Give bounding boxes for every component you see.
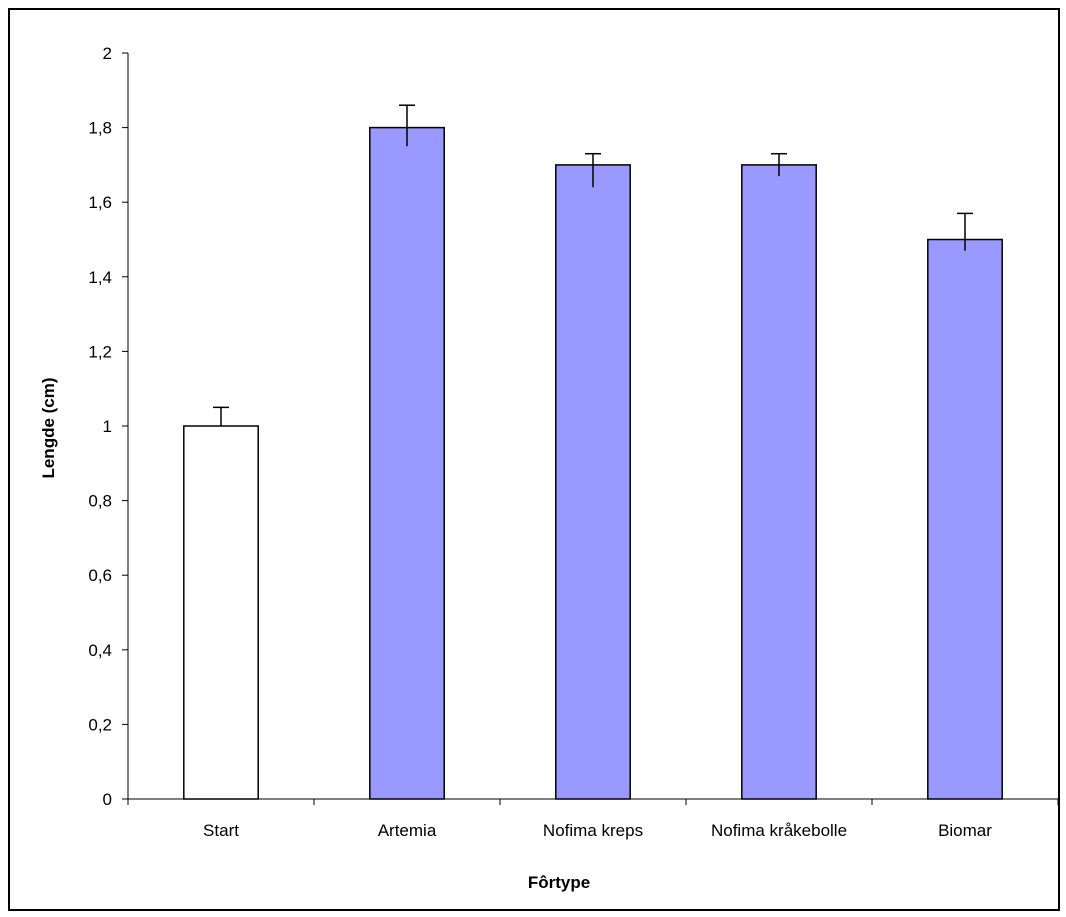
- x-tick-label: Nofima kreps: [543, 821, 643, 840]
- y-tick-label: 0,8: [88, 492, 112, 511]
- error-bar: [771, 152, 787, 177]
- x-axis-title: Fôrtype: [528, 873, 590, 892]
- bar: [369, 126, 445, 800]
- y-ticks-layer: 0 0,2 0,4 0,6 0,8 1 1,2 1,4 1,6 1,8 2: [88, 44, 128, 809]
- bar: [927, 238, 1003, 800]
- y-tick-label: 1,8: [88, 119, 112, 138]
- y-tick-label: 0: [103, 790, 112, 809]
- error-bar: [957, 212, 973, 251]
- y-tick-label: 1,4: [88, 268, 112, 287]
- y-axis-title: Lengde (cm): [39, 377, 58, 478]
- y-tick-label: 0,6: [88, 566, 112, 585]
- bars-layer: [183, 126, 1003, 800]
- y-tick-label: 2: [103, 44, 112, 63]
- error-bar: [213, 406, 229, 426]
- y-tick-label: 0,2: [88, 715, 112, 734]
- x-tick-label: Artemia: [378, 821, 437, 840]
- y-tick-label: 1,6: [88, 193, 112, 212]
- error-bar: [585, 152, 601, 188]
- x-tick-label: Biomar: [938, 821, 992, 840]
- bar: [183, 425, 259, 800]
- x-tick-label: Nofima kråkebolle: [711, 821, 847, 840]
- x-tick-label: Start: [203, 821, 239, 840]
- y-tick-label: 1: [103, 417, 112, 436]
- x-ticks-layer: Start Artemia Nofima kreps Nofima kråkeboll…: [127, 799, 1059, 840]
- bar: [555, 164, 631, 800]
- bar: [741, 164, 817, 800]
- y-tick-label: 0,4: [88, 641, 112, 660]
- y-tick-label: 1,2: [88, 342, 112, 361]
- error-bar: [399, 104, 415, 147]
- error-bars-layer: [213, 104, 973, 426]
